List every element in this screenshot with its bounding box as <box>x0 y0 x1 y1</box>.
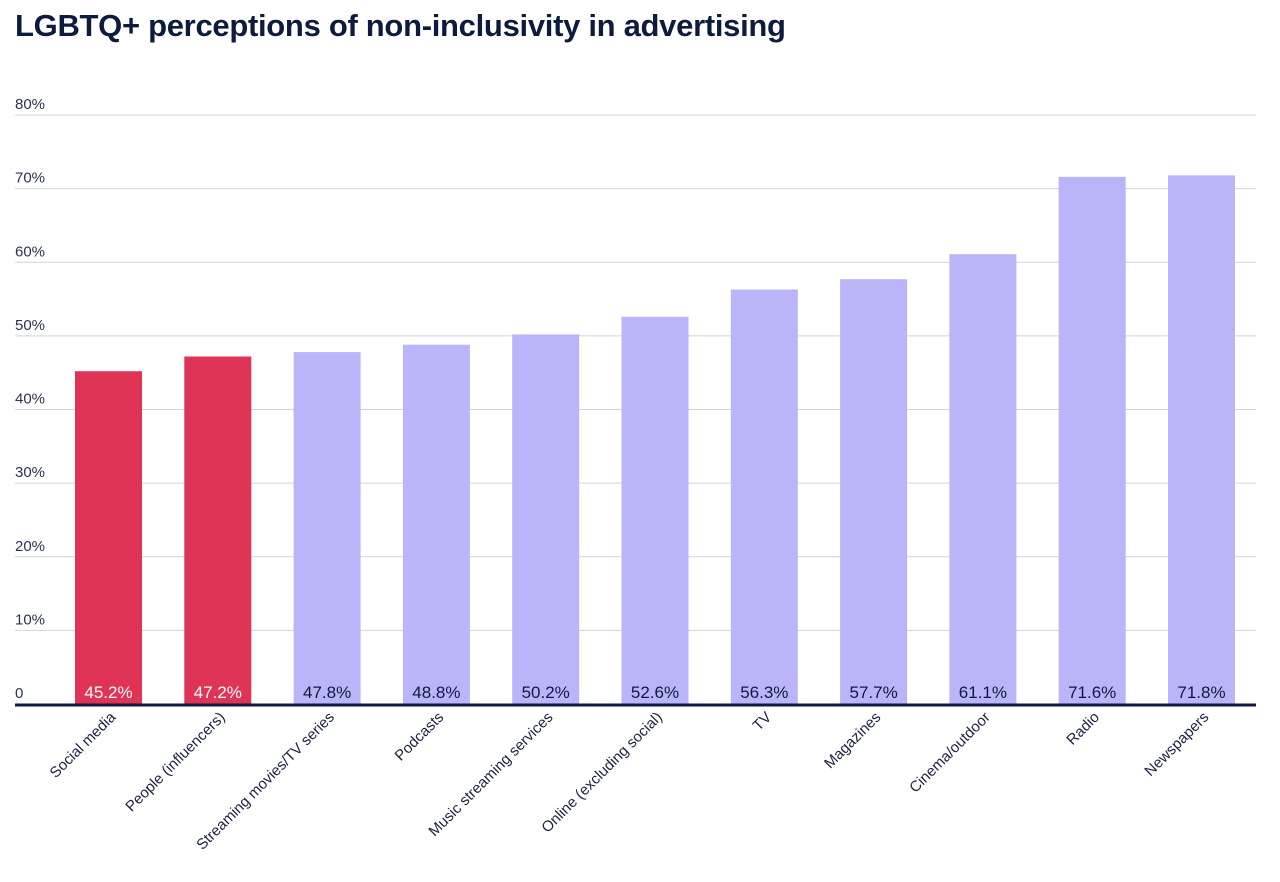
data-label: 47.8% <box>303 683 351 702</box>
bar <box>949 254 1017 704</box>
y-tick-label: 0 <box>15 685 23 702</box>
data-label: 61.1% <box>959 683 1007 702</box>
y-tick-label: 30% <box>15 464 45 481</box>
x-tick-label: Podcasts <box>392 709 448 765</box>
y-tick-label: 20% <box>15 538 45 555</box>
x-tick-label: Online (excluding social) <box>538 709 666 837</box>
x-tick-label: Newspapers <box>1141 709 1212 780</box>
y-tick-label: 70% <box>15 170 45 187</box>
x-tick-label: People (influencers) <box>122 709 228 815</box>
data-label: 47.2% <box>194 683 242 702</box>
bar <box>730 289 798 704</box>
y-tick-label: 50% <box>15 317 45 334</box>
y-tick-label: 60% <box>15 243 45 260</box>
bar <box>1168 175 1235 704</box>
y-tick-label: 80% <box>15 96 45 113</box>
bar <box>75 371 142 704</box>
bar <box>402 344 470 704</box>
bar <box>621 316 689 704</box>
data-label: 57.7% <box>849 683 897 702</box>
x-tick-label: Magazines <box>821 709 884 772</box>
x-axis-labels: Social media People (influencers)Streamin… <box>47 708 1213 853</box>
data-labels: 45.2% 47.2% 47.8% 48.8% 50.2% 52.6% 56.3% 57.7%… <box>84 683 1225 702</box>
x-tick-label: Music streaming services <box>425 709 556 840</box>
x-tick-label: Social media <box>47 708 120 781</box>
x-tick-label: Cinema/outdoor <box>906 709 993 796</box>
data-label: 50.2% <box>522 683 570 702</box>
bar <box>840 279 908 704</box>
data-label: 52.6% <box>631 683 679 702</box>
bar <box>184 356 252 704</box>
x-tick-label: TV <box>750 709 776 735</box>
bar <box>293 352 361 704</box>
x-tick-label: Radio <box>1063 709 1103 749</box>
data-label: 71.6% <box>1068 683 1116 702</box>
y-tick-label: 10% <box>15 611 45 628</box>
chart-title: LGBTQ+ perceptions of non-inclusivity in… <box>15 8 786 43</box>
bar <box>512 334 580 704</box>
y-axis-ticks: 0 10% 20% 30% 40% 50% 60% 70% 80% <box>15 96 45 702</box>
data-label: 45.2% <box>84 683 132 702</box>
bars <box>75 175 1235 705</box>
data-label: 48.8% <box>412 683 460 702</box>
data-label: 56.3% <box>740 683 788 702</box>
bar <box>1058 176 1126 705</box>
data-label: 71.8% <box>1177 683 1225 702</box>
y-tick-label: 40% <box>15 391 45 408</box>
